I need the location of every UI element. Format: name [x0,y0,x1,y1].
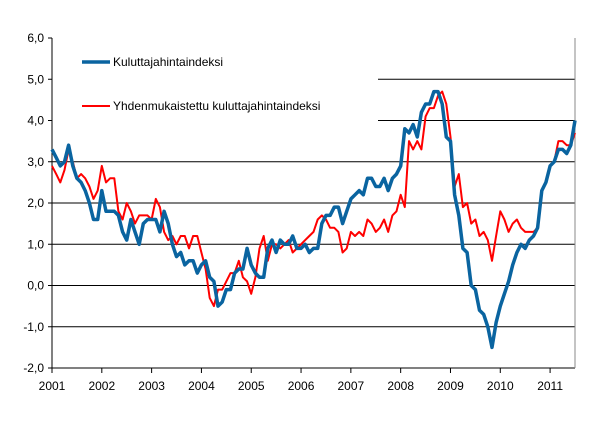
series-lines [50,89,577,350]
y-tick-label: 1,0 [27,237,44,251]
x-tick-label: 2004 [188,379,215,393]
gridlines [52,78,575,328]
x-axis: 2001 2002 2003 2004 2005 2006 2007 2008 2009 2010… [39,38,576,393]
legend-label-cpi: Kuluttajahintaindeksi [113,55,223,69]
y-tick-label: -2,0 [23,361,44,375]
y-tick-label: 6,0 [27,31,44,45]
x-tick-label: 2001 [39,379,66,393]
x-tick-label: 2009 [437,379,464,393]
y-tick-label: 0,0 [27,279,44,293]
y-tick-label: -1,0 [23,320,44,334]
series-line-hicp [51,90,576,308]
x-tick-label: 2010 [487,379,514,393]
series-line-cpi [50,89,577,350]
x-tick-label: 2008 [387,379,414,393]
y-tick-label: 2,0 [27,196,44,210]
x-tick-label: 2011 [537,379,563,393]
legend-label-hicp: Yhdenmukaistettu kuluttajahintaindeksi [113,99,320,113]
x-tick-label: 2002 [88,379,115,393]
y-tick-label: 3,0 [27,155,44,169]
x-tick-label: 2006 [288,379,315,393]
x-tick-label: 2007 [338,379,365,393]
y-axis: 6,0 5,0 4,0 3,0 2,0 1,0 0,0 -1,0 -2,0 [23,31,53,375]
y-tick-label: 5,0 [27,72,44,86]
x-tick-label: 2003 [138,379,165,393]
x-tick-label: 2005 [238,379,265,393]
y-tick-label: 4,0 [27,114,44,128]
legend: Kuluttajahintaindeksi Yhdenmukaistettu k… [82,55,320,113]
